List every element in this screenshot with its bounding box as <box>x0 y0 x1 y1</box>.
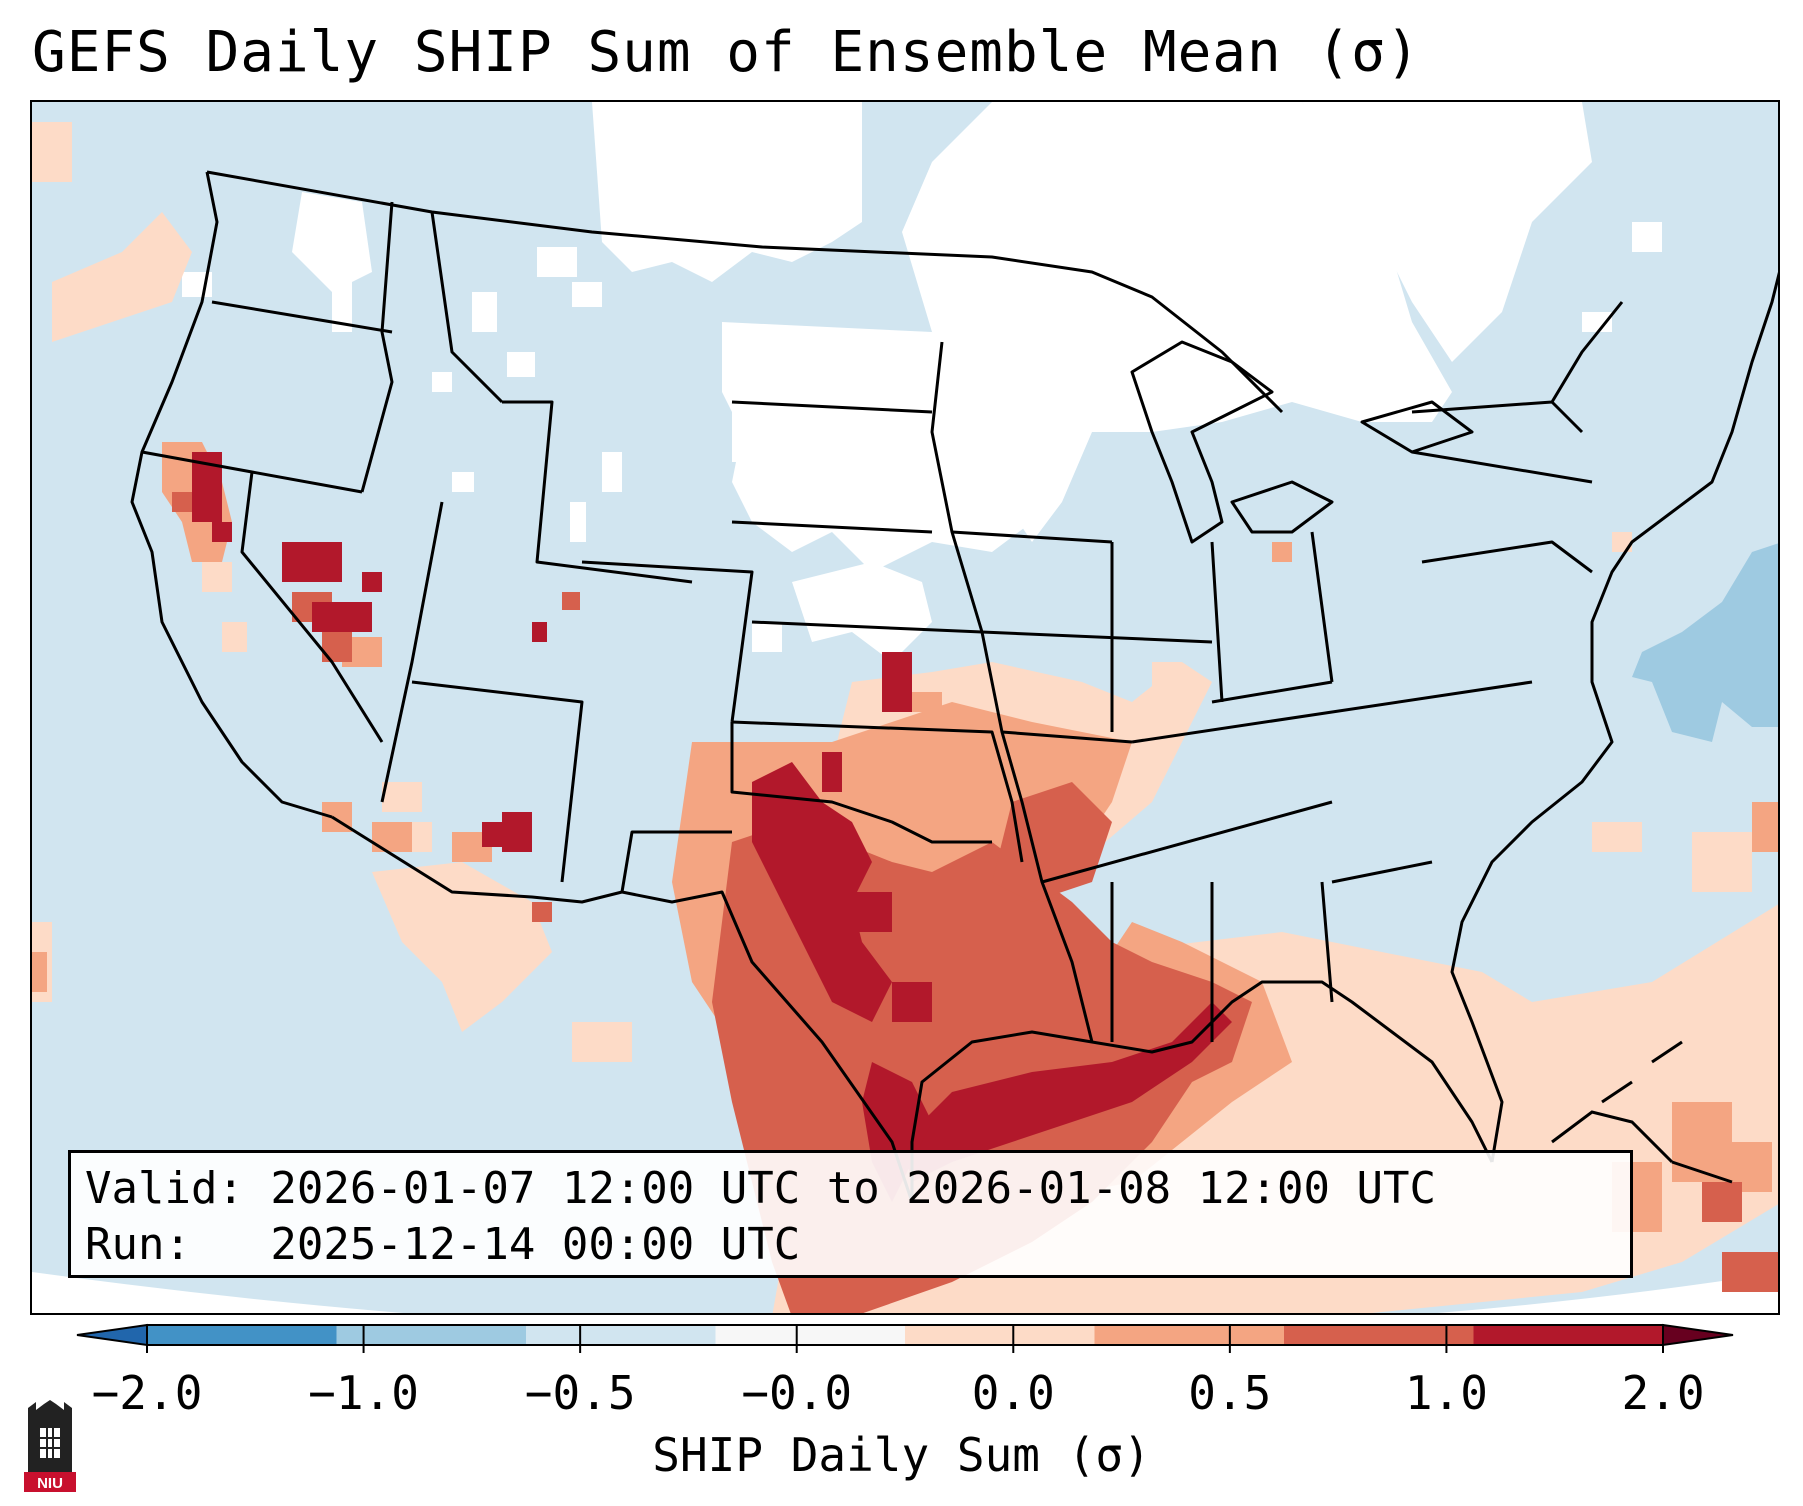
colorbar-bin <box>147 1325 337 1345</box>
colorbar-bin <box>1473 1325 1664 1345</box>
colorbar-bin <box>1284 1325 1474 1345</box>
border-ohio-valley <box>1110 531 1334 732</box>
projection-edge-lower-left <box>32 1272 404 1313</box>
colorbar-bin <box>715 1325 906 1345</box>
border-northeast <box>1411 301 1624 574</box>
projection-edge-lower-right <box>1437 1272 1778 1313</box>
light-red-region-mexico <box>372 862 552 1032</box>
colorbar-tick-label: −2.0 <box>91 1366 203 1420</box>
caribbean-islands <box>1551 1040 1733 1184</box>
logo-text: NIU <box>37 1475 63 1492</box>
border-ok-tx <box>730 722 992 844</box>
neutral-region-upper-midwest <box>902 102 1452 542</box>
border-id-mt <box>430 211 504 404</box>
border-canada-us <box>206 170 1284 414</box>
logo-window-grid <box>40 1428 60 1458</box>
dark-red-region-group <box>192 452 1232 1202</box>
border-wa-or <box>211 300 393 334</box>
niu-logo: NIU <box>24 1400 76 1492</box>
border-ut-co <box>502 400 693 584</box>
border-nv-ut <box>380 501 444 803</box>
colorbar-bin <box>526 1325 716 1345</box>
border-co-ks <box>581 560 754 723</box>
colorbar-tick-label: −0.0 <box>741 1366 853 1420</box>
neutral-region-oregon-patch <box>292 192 372 292</box>
colorbar-tick-label: 2.0 <box>1621 1366 1705 1420</box>
map-canvas <box>32 102 1778 1313</box>
valid-time-line: Valid: 2026-01-07 12:00 UTC to 2026-01-0… <box>85 1163 1437 1214</box>
border-ca-nv-diagonal <box>240 471 384 743</box>
coastline-west <box>130 171 333 819</box>
run-time-line: Run: 2025-12-14 00:00 UTC <box>85 1219 801 1270</box>
border-az-nm <box>411 680 584 883</box>
light-red-region-pacific-nw <box>52 212 192 342</box>
colorbar-tick-label: 0.5 <box>1188 1366 1272 1420</box>
great-lakes-outline <box>1130 340 1474 544</box>
colorbar-over-triangle <box>1662 1323 1734 1347</box>
valid-time-box: Valid: 2026-01-07 12:00 UTC to 2026-01-0… <box>68 1150 1633 1278</box>
logo-banner <box>24 1472 76 1492</box>
colorbar-tick-label: 1.0 <box>1404 1366 1488 1420</box>
neutral-region-group <box>182 102 1662 662</box>
border-southeast <box>1110 860 1433 1042</box>
border-id-west <box>360 201 394 493</box>
colorbar-label: SHIP Daily Sum (σ) <box>652 1428 1151 1482</box>
border-tx-west <box>620 830 732 893</box>
dark-red-region-gulf-coast <box>902 1002 1232 1182</box>
colorbar-tick-label: −0.5 <box>524 1366 636 1420</box>
colorbar-outline <box>146 1324 1664 1346</box>
border-nd-sd-ne <box>731 400 983 634</box>
map-borders <box>130 170 1778 1203</box>
border-ks-ok <box>731 720 1024 863</box>
colorbar-bin <box>1094 1325 1285 1345</box>
coastline-east <box>1450 271 1778 1163</box>
mid-blue-region-atlantic <box>1632 543 1778 742</box>
map-panel <box>30 100 1780 1315</box>
border-midwest-grid <box>951 530 1533 884</box>
border-us-mexico <box>331 815 914 1203</box>
colorbar-bin <box>905 1325 1095 1345</box>
colorbar-tick-label: 0.0 <box>971 1366 1055 1420</box>
colorbar-bin <box>336 1325 527 1345</box>
chart-title: GEFS Daily SHIP Sum of Ensemble Mean (σ) <box>32 20 1421 85</box>
colorbar-under-triangle <box>76 1323 148 1347</box>
colorbar-tick-label: −1.0 <box>308 1366 419 1420</box>
